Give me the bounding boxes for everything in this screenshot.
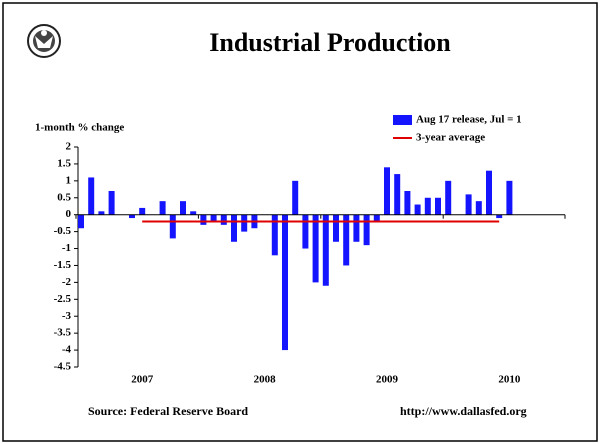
- bar: [475, 201, 482, 215]
- bar: [220, 214, 227, 225]
- logo: [27, 24, 61, 58]
- bar: [445, 180, 452, 215]
- y-tick-label: -2.5: [54, 293, 72, 305]
- bar: [139, 207, 146, 215]
- x-tick-label: 2009: [376, 374, 399, 386]
- bar: [169, 214, 176, 239]
- bar: [159, 201, 166, 215]
- bar: [343, 214, 350, 266]
- legend-swatch: [393, 115, 412, 125]
- bar: [373, 214, 380, 222]
- y-tick-label: -3: [62, 310, 72, 322]
- bar: [180, 201, 186, 215]
- bar: [435, 197, 441, 215]
- bar: [424, 197, 431, 215]
- bar: [241, 214, 248, 232]
- y-tick-label: -3.5: [54, 327, 72, 339]
- bar: [394, 174, 401, 215]
- url: http://www.dallasfed.org: [400, 404, 527, 418]
- bar: [312, 214, 319, 283]
- bar: [363, 214, 370, 246]
- y-tick-label: 2: [66, 141, 72, 153]
- y-tick-label: 1: [66, 174, 72, 186]
- bar: [88, 177, 95, 215]
- legend-label: 3-year average: [416, 132, 485, 144]
- y-tick-label: -1: [62, 242, 71, 254]
- y-tick-label: 0: [66, 208, 72, 220]
- y-tick-label: -4.5: [54, 361, 72, 373]
- bar: [98, 211, 105, 215]
- bar: [353, 214, 360, 242]
- bar: [292, 180, 299, 215]
- y-tick-label: 0.5: [57, 191, 71, 203]
- legend-label: Aug 17 release, Jul = 1: [416, 114, 522, 126]
- bar: [404, 191, 411, 215]
- bar: [486, 170, 492, 215]
- bar: [496, 214, 503, 219]
- bar: [78, 214, 84, 229]
- bar: [190, 211, 197, 215]
- bar: [210, 214, 217, 222]
- bar: [231, 214, 237, 242]
- chart-title: Industrial Production: [209, 28, 451, 57]
- bar: [129, 214, 135, 219]
- bar: [282, 214, 288, 351]
- y-axis-label: 1-month % change: [35, 122, 124, 134]
- x-tick-label: 2007: [131, 374, 154, 386]
- y-tick-label: -1.5: [54, 259, 72, 271]
- y-tick-label: -4: [62, 344, 72, 356]
- bar: [384, 167, 390, 215]
- bar: [108, 191, 115, 215]
- bar: [200, 214, 207, 225]
- bar: [271, 214, 278, 256]
- y-tick-label: -0.5: [54, 225, 72, 237]
- bar: [414, 204, 421, 215]
- bar: [302, 214, 309, 249]
- y-tick-label: 1.5: [57, 157, 71, 169]
- x-tick-label: 2008: [254, 374, 277, 386]
- bar: [333, 214, 339, 242]
- source: Source: Federal Reserve Board: [88, 404, 248, 418]
- x-tick-label: 2010: [498, 374, 521, 386]
- y-tick-label: -2: [62, 276, 72, 288]
- bar: [506, 180, 513, 215]
- bar: [322, 214, 329, 286]
- bar: [465, 194, 472, 215]
